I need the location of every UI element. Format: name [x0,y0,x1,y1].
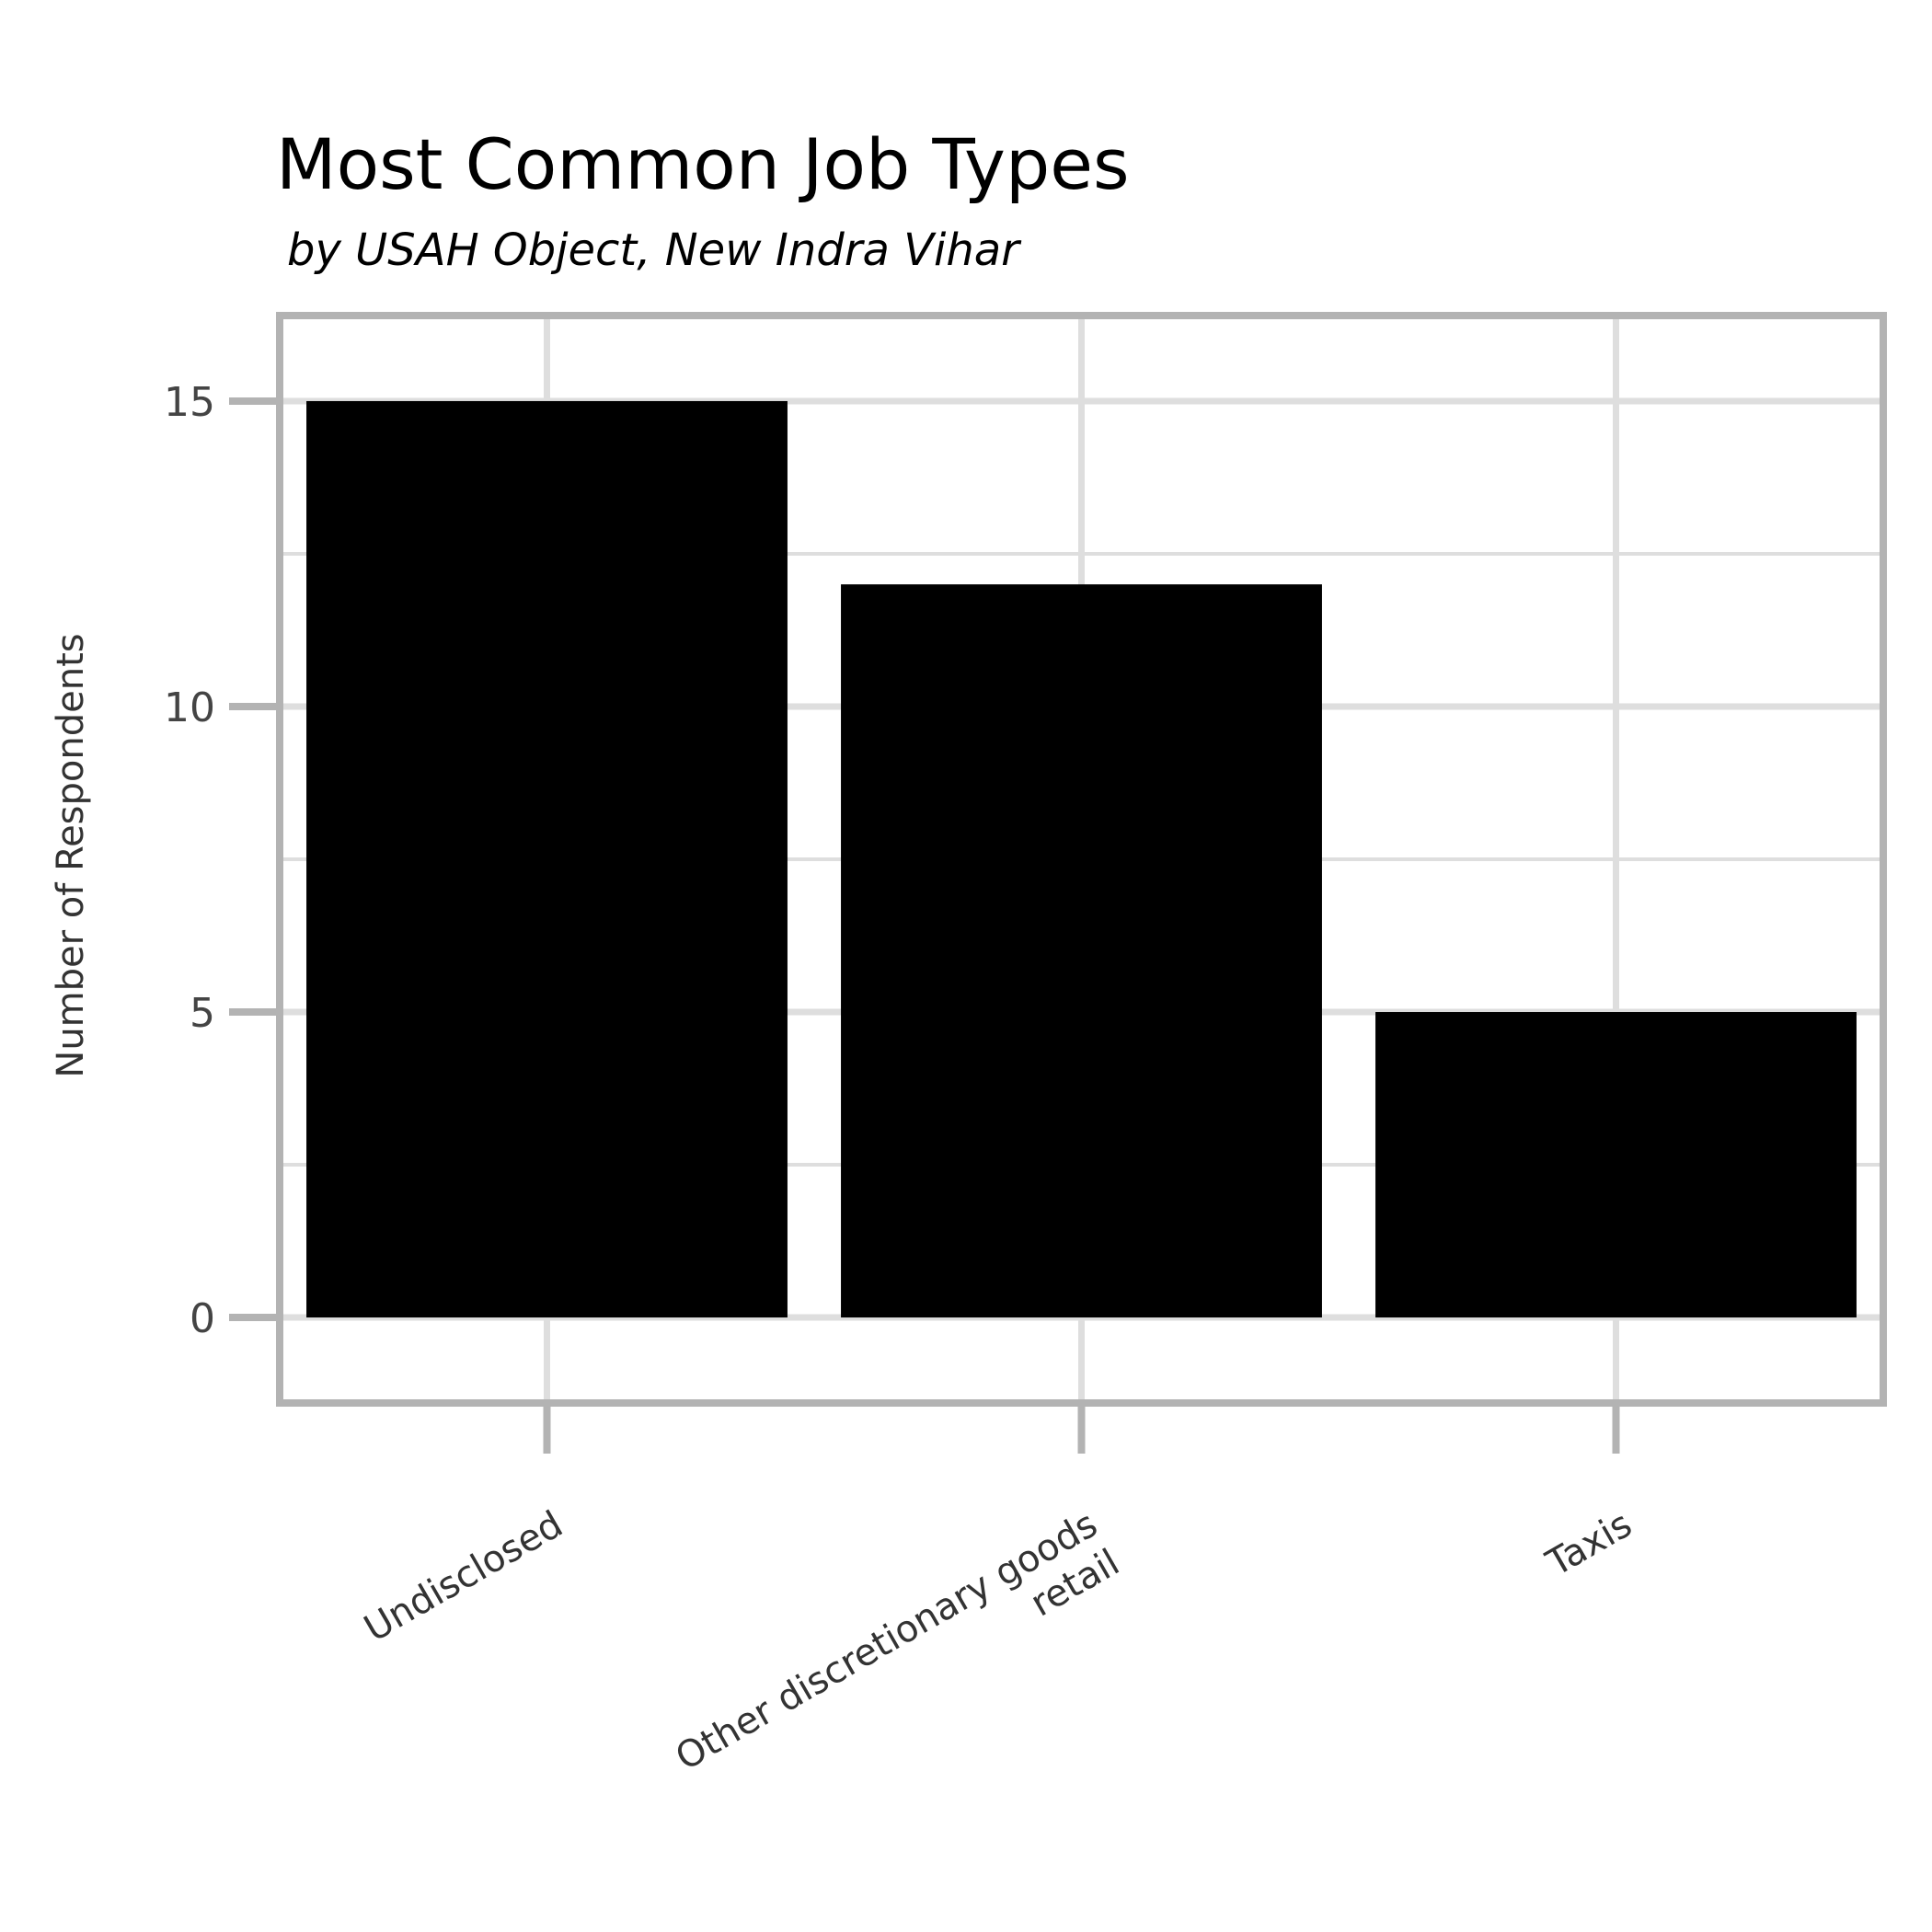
x-tick-label: Taxis [1539,1503,1639,1585]
bars [306,400,1857,1318]
x-tick-label-line: Undisclosed [357,1503,569,1650]
x-tick-label-line: Other discretionary goods [669,1503,1105,1779]
y-tick-label: 10 [164,684,215,731]
x-tick-label-line: Taxis [1539,1503,1639,1585]
chart-subtitle: by USAH Object, New Indra Vihar [287,224,1022,276]
chart-title: Most Common Job Types [276,123,1130,205]
bar [841,584,1322,1318]
bar [1375,1012,1857,1318]
y-axis-title: Number of Respondents [50,633,92,1077]
x-tick-label: Other discretionary goodsretail [669,1503,1127,1818]
y-tick-label: 0 [190,1295,215,1342]
bar [306,400,788,1318]
y-axis: 0 5 10 15 [164,379,280,1342]
x-tick-label: Undisclosed [357,1503,569,1650]
x-axis: Undisclosed Other discretionary goodsreta… [357,1403,1639,1818]
y-tick-label: 15 [164,379,215,426]
y-tick-label: 5 [190,990,215,1037]
